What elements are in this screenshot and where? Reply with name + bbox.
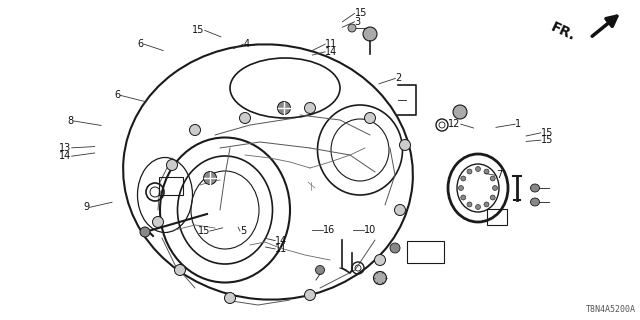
Ellipse shape xyxy=(239,113,250,124)
Ellipse shape xyxy=(493,186,497,190)
Ellipse shape xyxy=(453,105,467,119)
Text: 15: 15 xyxy=(541,128,553,138)
Ellipse shape xyxy=(476,204,481,210)
Ellipse shape xyxy=(305,102,316,114)
Ellipse shape xyxy=(140,227,150,237)
Text: T8N4A5200A: T8N4A5200A xyxy=(586,305,636,314)
Text: 12: 12 xyxy=(449,119,461,129)
Text: 14: 14 xyxy=(60,151,72,161)
Text: 14: 14 xyxy=(275,236,287,246)
Text: 9: 9 xyxy=(83,202,90,212)
Ellipse shape xyxy=(476,166,481,172)
Ellipse shape xyxy=(363,27,377,41)
Text: FR.: FR. xyxy=(548,20,578,44)
Text: 15: 15 xyxy=(541,135,553,145)
Ellipse shape xyxy=(365,113,376,124)
Text: 3: 3 xyxy=(355,17,361,27)
Ellipse shape xyxy=(490,176,495,181)
Text: 10: 10 xyxy=(364,225,376,235)
Text: 11: 11 xyxy=(325,39,337,49)
Ellipse shape xyxy=(390,243,400,253)
Ellipse shape xyxy=(225,292,236,303)
Ellipse shape xyxy=(204,172,216,185)
Text: 8: 8 xyxy=(67,116,74,126)
Ellipse shape xyxy=(305,290,316,300)
Text: 11: 11 xyxy=(275,244,287,254)
Ellipse shape xyxy=(374,271,387,284)
Text: 6: 6 xyxy=(114,90,120,100)
Ellipse shape xyxy=(374,254,385,266)
Text: 7: 7 xyxy=(496,170,502,180)
Text: 2: 2 xyxy=(396,73,402,84)
Ellipse shape xyxy=(189,124,200,135)
Ellipse shape xyxy=(348,24,356,32)
Ellipse shape xyxy=(484,202,489,207)
Text: 16: 16 xyxy=(323,225,335,235)
Ellipse shape xyxy=(467,169,472,174)
Ellipse shape xyxy=(461,195,466,200)
Ellipse shape xyxy=(175,265,186,276)
Text: 14: 14 xyxy=(325,47,337,57)
Ellipse shape xyxy=(166,159,177,171)
Ellipse shape xyxy=(461,176,466,181)
Text: 4: 4 xyxy=(243,39,250,49)
Ellipse shape xyxy=(394,204,406,215)
Ellipse shape xyxy=(531,198,540,206)
Text: 15: 15 xyxy=(355,8,367,19)
Ellipse shape xyxy=(490,195,495,200)
Ellipse shape xyxy=(458,186,463,190)
Ellipse shape xyxy=(278,101,291,115)
Text: 13: 13 xyxy=(60,143,72,153)
Ellipse shape xyxy=(399,140,410,150)
Text: 1: 1 xyxy=(515,119,522,129)
Text: 6: 6 xyxy=(138,39,144,49)
Ellipse shape xyxy=(316,266,324,275)
Ellipse shape xyxy=(467,202,472,207)
Text: 5: 5 xyxy=(240,226,246,236)
Ellipse shape xyxy=(484,169,489,174)
Text: 15: 15 xyxy=(198,226,210,236)
Ellipse shape xyxy=(152,217,163,228)
Ellipse shape xyxy=(531,184,540,192)
Text: 15: 15 xyxy=(193,25,205,36)
